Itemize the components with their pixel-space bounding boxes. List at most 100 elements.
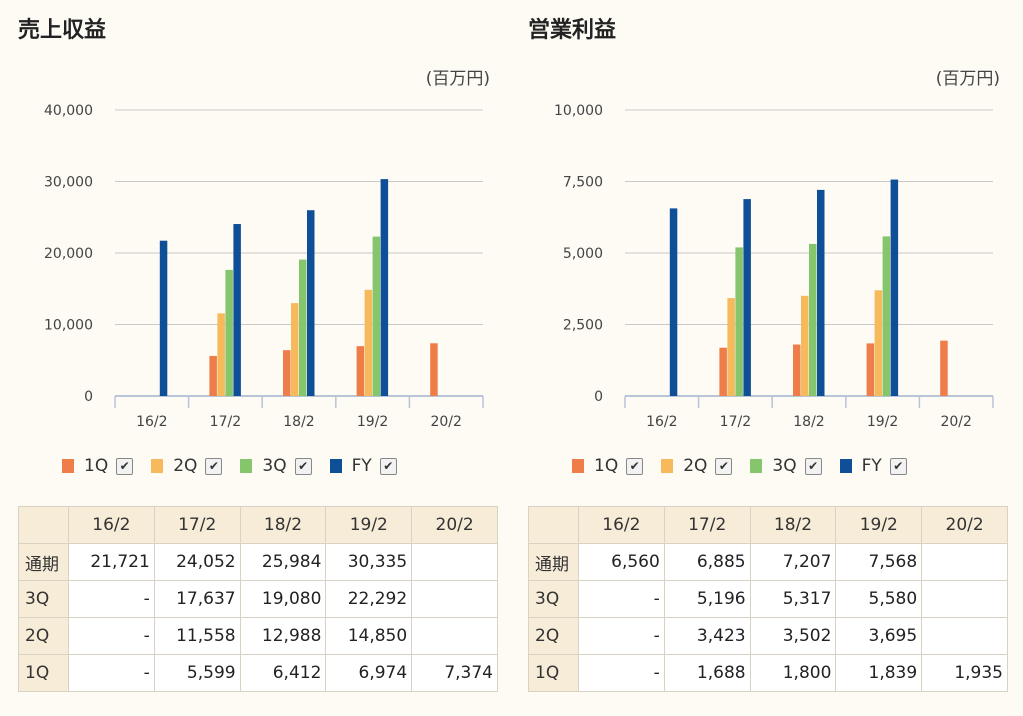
bar-FY-16/2 bbox=[669, 208, 678, 396]
column-header: 20/2 bbox=[411, 506, 498, 544]
table-cell: 6,885 bbox=[663, 543, 751, 581]
table-cell bbox=[921, 543, 1008, 581]
column-header: 19/2 bbox=[325, 506, 413, 544]
table-cell bbox=[411, 617, 498, 655]
table-row: 通期 6,560 6,885 7,207 7,568 bbox=[528, 543, 1008, 581]
table-cell: 25,984 bbox=[239, 543, 327, 581]
y-tick-label: 2,500 bbox=[563, 318, 603, 334]
legend-checkbox-1Q[interactable]: ✔ bbox=[116, 457, 134, 475]
chart-legend: 1Q ✔ 2Q ✔ 3Q ✔ FY ✔ bbox=[62, 456, 415, 476]
y-tick-label: 20,000 bbox=[44, 246, 93, 262]
table-cell: 24,052 bbox=[153, 543, 241, 581]
bar-FY-16/2 bbox=[159, 240, 168, 396]
table-cell: - bbox=[68, 617, 155, 655]
table-cell: - bbox=[68, 654, 155, 692]
bar-2Q-19/2 bbox=[364, 289, 373, 396]
table-header-row: 16/2 17/2 18/2 19/2 20/2 bbox=[18, 506, 498, 544]
legend-label: 2Q bbox=[173, 456, 198, 476]
chart-title: 営業利益 bbox=[528, 18, 617, 43]
revenue-data-table: 16/2 17/2 18/2 19/2 20/2 通期 21,721 24,052 25,984… bbox=[18, 506, 498, 692]
legend-checkbox-3Q[interactable]: ✔ bbox=[294, 457, 312, 475]
operating-profit-data-table: 16/2 17/2 18/2 19/2 20/2 通期 6,560 6,885 7,207 7,5… bbox=[528, 506, 1008, 692]
table-cell: 6,560 bbox=[578, 543, 665, 581]
legend-checkbox-2Q[interactable]: ✔ bbox=[715, 457, 733, 475]
x-tick-label: 19/2 bbox=[357, 414, 388, 430]
legend-label: 3Q bbox=[262, 456, 287, 476]
table-cell bbox=[411, 543, 498, 581]
bar-2Q-19/2 bbox=[874, 290, 883, 396]
table-cell: 5,196 bbox=[663, 580, 751, 618]
row-header: 2Q bbox=[18, 617, 69, 655]
row-header: 通期 bbox=[528, 543, 579, 581]
legend-checkbox-3Q[interactable]: ✔ bbox=[804, 457, 822, 475]
legend-label: 2Q bbox=[683, 456, 708, 476]
legend-swatch bbox=[661, 459, 674, 473]
row-header: 3Q bbox=[18, 580, 69, 618]
legend-swatch bbox=[839, 459, 852, 473]
legend-item-3Q[interactable]: 3Q ✔ bbox=[750, 456, 822, 476]
table-cell: 5,580 bbox=[835, 580, 923, 618]
x-tick-label: 16/2 bbox=[646, 414, 677, 430]
bar-2Q-18/2 bbox=[291, 303, 299, 396]
bar-1Q-18/2 bbox=[793, 344, 801, 396]
table-cell: 7,374 bbox=[411, 654, 498, 692]
legend-item-FY[interactable]: FY ✔ bbox=[839, 456, 907, 476]
legend-item-3Q[interactable]: 3Q ✔ bbox=[240, 456, 312, 476]
table-cell: 7,207 bbox=[749, 543, 837, 581]
table-cell: 6,412 bbox=[239, 654, 327, 692]
legend-swatch bbox=[750, 459, 763, 473]
table-cell: 7,568 bbox=[835, 543, 923, 581]
row-header: 3Q bbox=[528, 580, 579, 618]
table-cell: 19,080 bbox=[239, 580, 327, 618]
legend-item-2Q[interactable]: 2Q ✔ bbox=[151, 456, 223, 476]
table-row: 1Q -5,599 6,412 6,974 7,374 bbox=[18, 654, 498, 692]
legend-checkbox-2Q[interactable]: ✔ bbox=[205, 457, 223, 475]
bar-1Q-20/2 bbox=[940, 340, 948, 396]
table-cell: 3,423 bbox=[663, 617, 751, 655]
legend-checkbox-FY[interactable]: ✔ bbox=[379, 457, 397, 475]
row-header: 通期 bbox=[18, 543, 69, 581]
bar-FY-17/2 bbox=[743, 199, 751, 396]
table-cell: 5,599 bbox=[153, 654, 241, 692]
legend-swatch bbox=[240, 459, 253, 473]
column-header: 20/2 bbox=[921, 506, 1008, 544]
legend-label: 1Q bbox=[594, 456, 619, 476]
table-row: 通期 21,721 24,052 25,984 30,335 bbox=[18, 543, 498, 581]
table-cell: 3,502 bbox=[749, 617, 837, 655]
bar-3Q-18/2 bbox=[299, 259, 307, 396]
legend-swatch bbox=[572, 459, 584, 473]
x-tick-label: 17/2 bbox=[210, 414, 241, 430]
y-tick-label: 0 bbox=[594, 389, 603, 405]
column-header: 16/2 bbox=[578, 506, 665, 544]
column-header: 18/2 bbox=[239, 506, 327, 544]
legend-item-FY[interactable]: FY ✔ bbox=[329, 456, 397, 476]
unit-label: (百万円) bbox=[425, 69, 490, 89]
bar-1Q-18/2 bbox=[283, 350, 291, 396]
legend-item-2Q[interactable]: 2Q ✔ bbox=[661, 456, 733, 476]
bar-FY-18/2 bbox=[817, 189, 825, 396]
operating-profit-panel: 営業利益 (百万円) 0 2,500 5,000 7,500 10,000 16/2 17/… bbox=[510, 0, 1008, 716]
chart-title: 売上収益 bbox=[18, 18, 107, 43]
legend-checkbox-1Q[interactable]: ✔ bbox=[626, 457, 644, 475]
x-tick-label: 19/2 bbox=[867, 414, 898, 430]
legend-label: FY bbox=[861, 456, 882, 476]
legend-item-1Q[interactable]: 1Q ✔ bbox=[62, 456, 134, 476]
bar-1Q-19/2 bbox=[866, 343, 875, 396]
legend-checkbox-FY[interactable]: ✔ bbox=[889, 457, 907, 475]
chart-legend: 1Q ✔ 2Q ✔ 3Q ✔ FY ✔ bbox=[572, 456, 925, 476]
legend-swatch bbox=[151, 459, 164, 473]
table-cell: - bbox=[578, 617, 665, 655]
legend-item-1Q[interactable]: 1Q ✔ bbox=[572, 456, 644, 476]
table-cell: 12,988 bbox=[239, 617, 327, 655]
bar-FY-19/2 bbox=[380, 179, 389, 396]
legend-swatch bbox=[62, 459, 74, 473]
table-cell: - bbox=[578, 654, 665, 692]
revenue-bar-chart: 0 10,000 20,000 30,000 40,000 16/2 17/2 18/2 19/… bbox=[44, 103, 484, 430]
legend-label: 3Q bbox=[772, 456, 797, 476]
x-tick-label: 20/2 bbox=[940, 414, 971, 430]
table-cell: 3,695 bbox=[835, 617, 923, 655]
table-row: 2Q -11,558 12,988 14,850 bbox=[18, 617, 498, 655]
table-cell: 1,688 bbox=[663, 654, 751, 692]
bar-FY-18/2 bbox=[307, 210, 315, 396]
table-cell: 1,800 bbox=[749, 654, 837, 692]
